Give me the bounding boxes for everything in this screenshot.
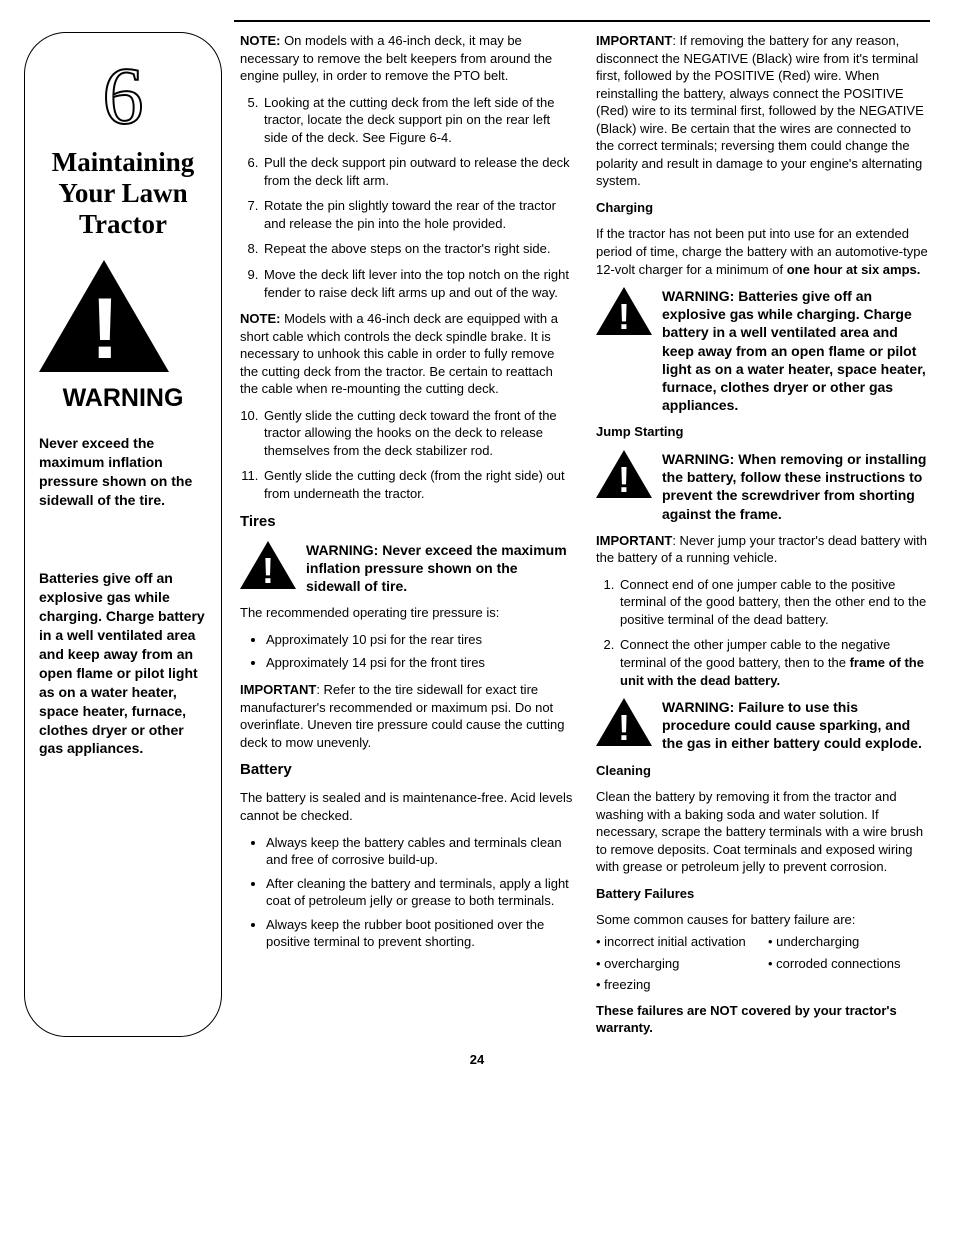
main-columns: NOTE: On models with a 46-inch deck, it …	[240, 32, 930, 1037]
charging-warning-box: ! WARNING: Batteries give off an explosi…	[596, 287, 930, 414]
failures-grid: incorrect initial activation underchargi…	[596, 933, 930, 994]
chapter-title: Maintaining Your Lawn Tractor	[39, 147, 207, 240]
charging-heading: Charging	[596, 199, 930, 217]
warning-triangle-icon: !	[240, 541, 296, 589]
failures-heading: Battery Failures	[596, 885, 930, 903]
svg-text:!: !	[618, 707, 630, 746]
warning-triangle-icon: !	[596, 287, 652, 335]
charging-p1: If the tractor has not been put into use…	[596, 225, 930, 278]
failures-intro: Some common causes for battery failure a…	[596, 911, 930, 929]
jump-warning-2-text: WARNING: Failure to use this procedure c…	[662, 698, 930, 753]
step-6: Pull the deck support pin outward to rel…	[262, 154, 574, 189]
jump-steps: Connect end of one jumper cable to the p…	[596, 576, 930, 689]
steps-list-b: Gently slide the cutting deck toward the…	[240, 407, 574, 503]
tires-warning-text: WARNING: Never exceed the maximum inflat…	[306, 541, 574, 596]
failure-cause: undercharging	[768, 933, 930, 951]
charging-warning-text: WARNING: Batteries give off an explosive…	[662, 287, 930, 414]
tires-bullet-2: Approximately 14 psi for the front tires	[266, 654, 574, 672]
jump-warning-1-text: WARNING: When removing or installing the…	[662, 450, 930, 523]
tires-intro: The recommended operating tire pressure …	[240, 604, 574, 622]
failure-cause: incorrect initial activation	[596, 933, 758, 951]
jump-step-1: Connect end of one jumper cable to the p…	[618, 576, 930, 629]
warning-triangle-icon: !	[39, 260, 207, 372]
step-10: Gently slide the cutting deck toward the…	[262, 407, 574, 460]
steps-list-a: Looking at the cutting deck from the lef…	[240, 94, 574, 301]
note-1: NOTE: On models with a 46-inch deck, it …	[240, 32, 574, 85]
jump-important: IMPORTANT: Never jump your tractor's dea…	[596, 532, 930, 567]
battery-bullet-3: Always keep the rubber boot positioned o…	[266, 916, 574, 951]
step-5: Looking at the cutting deck from the lef…	[262, 94, 574, 147]
tires-list: Approximately 10 psi for the rear tires …	[240, 631, 574, 672]
jump-step-2: Connect the other jumper cable to the ne…	[618, 636, 930, 689]
tires-bullet-1: Approximately 10 psi for the rear tires	[266, 631, 574, 649]
battery-p1: The battery is sealed and is maintenance…	[240, 789, 574, 824]
tires-heading: Tires	[240, 512, 574, 532]
step-8: Repeat the above steps on the tractor's …	[262, 240, 574, 258]
svg-text:!: !	[91, 281, 120, 372]
tires-important: IMPORTANT: Refer to the tire sidewall fo…	[240, 681, 574, 751]
jump-warning-1-box: ! WARNING: When removing or installing t…	[596, 450, 930, 523]
svg-text:!: !	[618, 459, 630, 498]
sidebar: 6 Maintaining Your Lawn Tractor ! WARNIN…	[24, 32, 222, 1037]
chapter-number: 6	[39, 55, 207, 137]
failure-cause: corroded connections	[768, 955, 930, 973]
svg-text:!: !	[618, 296, 630, 335]
warning-triangle-icon: !	[596, 450, 652, 498]
tires-warning-box: ! WARNING: Never exceed the maximum infl…	[240, 541, 574, 596]
step-7: Rotate the pin slightly toward the rear …	[262, 197, 574, 232]
sidebar-warning-2: Batteries give off an explosive gas whil…	[39, 569, 207, 758]
failure-cause: overcharging	[596, 955, 758, 973]
step-11: Gently slide the cutting deck (from the …	[262, 467, 574, 502]
note-2: NOTE: Models with a 46-inch deck are equ…	[240, 310, 574, 398]
page-body: 6 Maintaining Your Lawn Tractor ! WARNIN…	[24, 32, 930, 1037]
jump-warning-2-box: ! WARNING: Failure to use this procedure…	[596, 698, 930, 753]
failures-note: These failures are NOT covered by your t…	[596, 1002, 930, 1037]
failure-cause: freezing	[596, 976, 758, 994]
cleaning-heading: Cleaning	[596, 762, 930, 780]
warning-heading: WARNING	[39, 382, 207, 416]
page-number: 24	[24, 1051, 930, 1069]
step-9: Move the deck lift lever into the top no…	[262, 266, 574, 301]
battery-list: Always keep the battery cables and termi…	[240, 834, 574, 951]
jump-heading: Jump Starting	[596, 423, 930, 441]
battery-heading: Battery	[240, 760, 574, 780]
battery-important: IMPORTANT: If removing the battery for a…	[596, 32, 930, 190]
svg-text:!: !	[262, 550, 274, 589]
top-rule	[234, 20, 930, 22]
warning-triangle-icon: !	[596, 698, 652, 746]
sidebar-warning-1: Never exceed the maximum inflation press…	[39, 434, 207, 510]
battery-bullet-1: Always keep the battery cables and termi…	[266, 834, 574, 869]
battery-bullet-2: After cleaning the battery and terminals…	[266, 875, 574, 910]
cleaning-p1: Clean the battery by removing it from th…	[596, 788, 930, 876]
